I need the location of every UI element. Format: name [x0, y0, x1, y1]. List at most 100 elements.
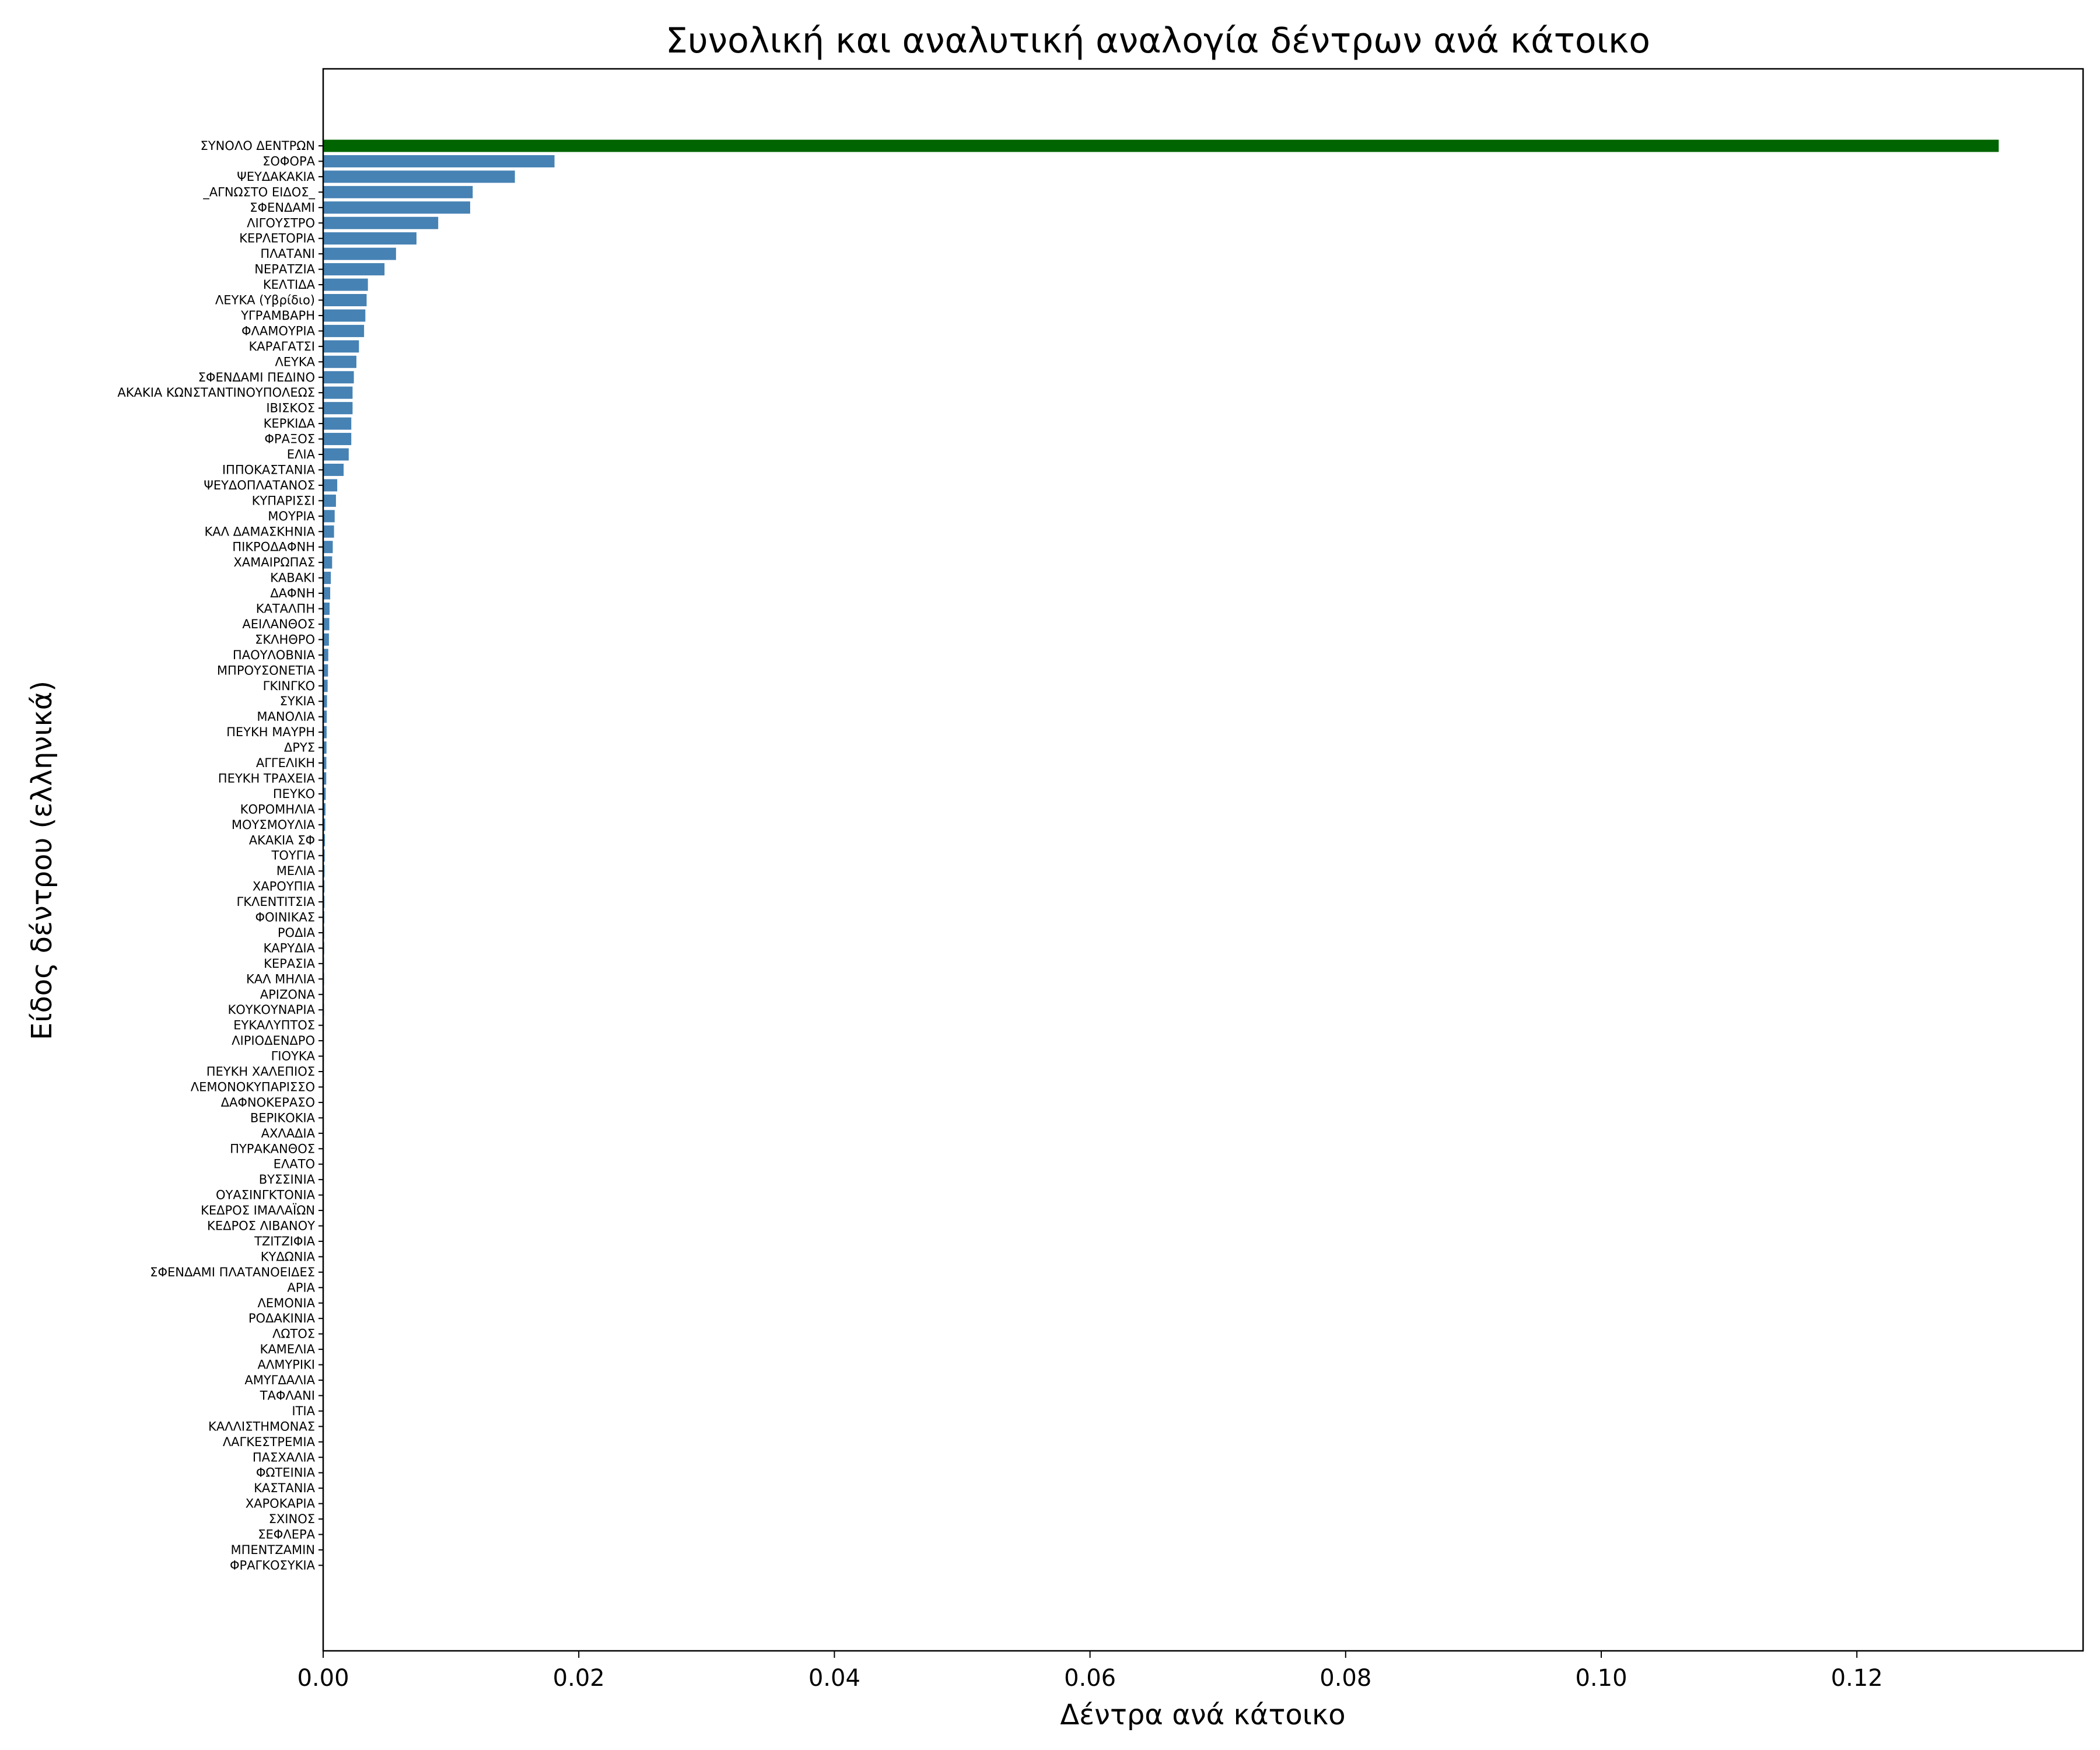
y-tick-label: ΣΥΚΙΑ — [280, 694, 316, 708]
x-tick-label: 0.04 — [808, 1665, 860, 1692]
bar-20 — [323, 448, 349, 461]
y-tick-label: ΣΧΙΝΟΣ — [269, 1512, 315, 1526]
bar-31 — [323, 618, 330, 631]
bar-38 — [323, 726, 327, 738]
bar-17 — [323, 402, 353, 415]
x-axis-ticks: 0.00 0.02 0.04 0.06 0.08 0.10 0.12 — [297, 1651, 1883, 1692]
y-tick-label: ΚΕΡΚΙΔΑ — [264, 416, 316, 430]
bar-32 — [323, 633, 329, 646]
y-tick-label: ΜΠΡΟΥΣΟΝΕΤΙΑ — [217, 663, 316, 677]
bar-2 — [323, 170, 515, 183]
y-tick-label: ΠΛΑΤΑΝΙ — [260, 247, 315, 261]
bar-26 — [323, 541, 333, 554]
y-tick-label: ΓΚΛΕΝΤΙΤΣΙΑ — [237, 895, 316, 909]
y-tick-label: ΒΥΣΣΙΝΙΑ — [259, 1172, 316, 1186]
y-tick-label: ΚΑΛ ΜΗΛΙΑ — [246, 972, 316, 986]
y-tick-label: ΠΑΣΧΑΛΙΑ — [253, 1450, 316, 1464]
bar-9 — [323, 278, 368, 291]
y-tick-label: ΛΙΓΟΥΣΤΡΟ — [247, 216, 315, 230]
y-tick-label: _ΑΓΝΩΣΤΟ ΕΙΔΟΣ_ — [202, 185, 315, 200]
y-tick-label: ΠΕΥΚΗ ΧΑΛΕΠΙΟΣ — [206, 1065, 315, 1079]
y-tick-label: ΚΑΛ ΔΑΜΑΣΚΗΝΙΑ — [205, 524, 316, 538]
y-tick-label: ΣΚΛΗΘΡΟ — [255, 632, 315, 646]
y-tick-label: ΧΑΜΑΙΡΩΠΑΣ — [233, 555, 315, 569]
bar-0 — [323, 139, 1999, 152]
bar-46 — [323, 849, 325, 862]
bar-36 — [323, 695, 327, 708]
y-tick-label: ΙΠΠΟΚΑΣΤΑΝΙΑ — [222, 463, 316, 477]
y-tick-label: ΕΛΙΑ — [287, 447, 316, 461]
y-tick-label: ΑΚΑΚΙΑ ΣΦ — [249, 833, 315, 847]
y-tick-label: ΑΡΙΖΟΝΑ — [260, 988, 316, 1002]
x-tick-label: 0.06 — [1064, 1665, 1116, 1692]
y-tick-label: ΣΦΕΝΔΑΜΙ ΠΕΔΙΝΟ — [198, 370, 315, 384]
x-tick-label: 0.12 — [1831, 1665, 1883, 1692]
y-tick-label: ΛΑΓΚΕΣΤΡΕΜΙΑ — [223, 1435, 316, 1449]
bar-40 — [323, 757, 327, 769]
y-tick-label: ΡΟΔΑΚΙΝΙΑ — [249, 1311, 316, 1325]
y-tick-label: ΣΦΕΝΔΑΜΙ — [250, 201, 315, 215]
bar-24 — [323, 510, 335, 523]
y-tick-label: ΛΕΜΟΝΙΑ — [257, 1296, 315, 1310]
y-tick-label: ΣΥΝΟΛΟ ΔΕΝΤΡΩΝ — [201, 139, 316, 153]
bar-6 — [323, 232, 416, 245]
y-tick-label: ΙΤΙΑ — [292, 1404, 315, 1418]
bar-29 — [323, 587, 331, 600]
y-tick-label: ΛΕΥΚΑ — [275, 355, 315, 369]
bar-4 — [323, 201, 470, 214]
y-tick-label: ΨΕΥΔΑΚΑΚΙΑ — [237, 170, 315, 184]
y-tick-label: ΑΚΑΚΙΑ ΚΩΝΣΤΑΝΤΙΝΟΥΠΟΛΕΩΣ — [117, 386, 315, 400]
bar-13 — [323, 340, 359, 353]
bar-27 — [323, 556, 332, 569]
bar-43 — [323, 803, 326, 816]
bar-44 — [323, 818, 326, 831]
y-tick-label: ΠΕΥΚΟ — [273, 787, 315, 801]
x-tick-label: 0.02 — [553, 1665, 605, 1692]
bar-35 — [323, 680, 328, 692]
x-tick-label: 0.10 — [1575, 1665, 1627, 1692]
bars-layer — [323, 139, 1999, 1572]
bar-23 — [323, 494, 336, 507]
y-tick-label: ΛΕΥΚΑ (Υβρίδιο) — [215, 293, 315, 307]
y-tick-label: ΜΠΕΝΤΖΑΜΙΝ — [231, 1543, 316, 1557]
bar-30 — [323, 603, 330, 615]
bar-45 — [323, 834, 326, 846]
y-tick-label: ΚΥΠΑΡΙΣΣΙ — [252, 494, 315, 508]
bar-15 — [323, 371, 354, 384]
bar-41 — [323, 772, 327, 785]
bar-33 — [323, 649, 328, 662]
y-tick-label: ΓΚΙΝΓΚΟ — [263, 679, 315, 693]
y-tick-label: ΚΑΜΕΛΙΑ — [260, 1342, 316, 1356]
y-tick-label: ΛΩΤΟΣ — [272, 1327, 315, 1341]
y-tick-label: ΚΑΡΥΔΙΑ — [263, 941, 315, 955]
bar-19 — [323, 433, 352, 446]
y-tick-label: ΛΕΜΟΝΟΚΥΠΑΡΙΣΣΟ — [191, 1080, 315, 1094]
y-tick-label: ΚΑΣΤΑΝΙΑ — [254, 1481, 316, 1495]
y-tick-label: ΚΕΡΛΕΤΟΡΙΑ — [239, 232, 316, 246]
bar-28 — [323, 572, 331, 584]
y-tick-label: ΦΟΙΝΙΚΑΣ — [255, 911, 315, 925]
y-tick-label: ΦΩΤΕΙΝΙΑ — [256, 1466, 316, 1480]
y-tick-label: ΚΑΤΑΛΠΗ — [256, 602, 315, 616]
y-tick-label: ΑΧΛΑΔΙΑ — [261, 1126, 316, 1140]
y-tick-label: ΑΜΥΓΔΑΛΙΑ — [244, 1373, 315, 1387]
y-tick-label: ΙΒΙΣΚΟΣ — [266, 401, 315, 415]
bar-14 — [323, 355, 356, 368]
y-tick-label: ΚΕΡΑΣΙΑ — [264, 957, 316, 971]
y-tick-label: ΦΛΑΜΟΥΡΙΑ — [242, 324, 316, 338]
y-tick-label: ΔΑΦΝΗ — [270, 586, 315, 600]
y-tick-label: ΠΙΚΡΟΔΑΦΝΗ — [232, 540, 315, 554]
y-tick-label: ΦΡΑΓΚΟΣΥΚΙΑ — [230, 1558, 316, 1572]
y-tick-label: ΔΑΦΝΟΚΕΡΑΣΟ — [221, 1096, 315, 1110]
y-tick-label: ΣΕΦΛΕΡΑ — [258, 1528, 315, 1542]
bar-25 — [323, 525, 334, 538]
y-tick-label: ΑΕΙΛΑΝΘΟΣ — [242, 617, 315, 631]
y-tick-label: ΧΑΡΟΥΠΙΑ — [253, 880, 316, 894]
bar-11 — [323, 309, 366, 322]
bar-34 — [323, 664, 328, 677]
x-tick-label: 0.08 — [1320, 1665, 1371, 1692]
y-tick-label: ΚΟΡΟΜΗΛΙΑ — [240, 802, 316, 816]
y-tick-label: ΝΕΡΑΤΖΙΑ — [254, 262, 315, 276]
y-tick-label: ΚΥΔΩΝΙΑ — [261, 1250, 316, 1264]
y-tick-label: ΣΟΦΟΡΑ — [262, 154, 316, 168]
